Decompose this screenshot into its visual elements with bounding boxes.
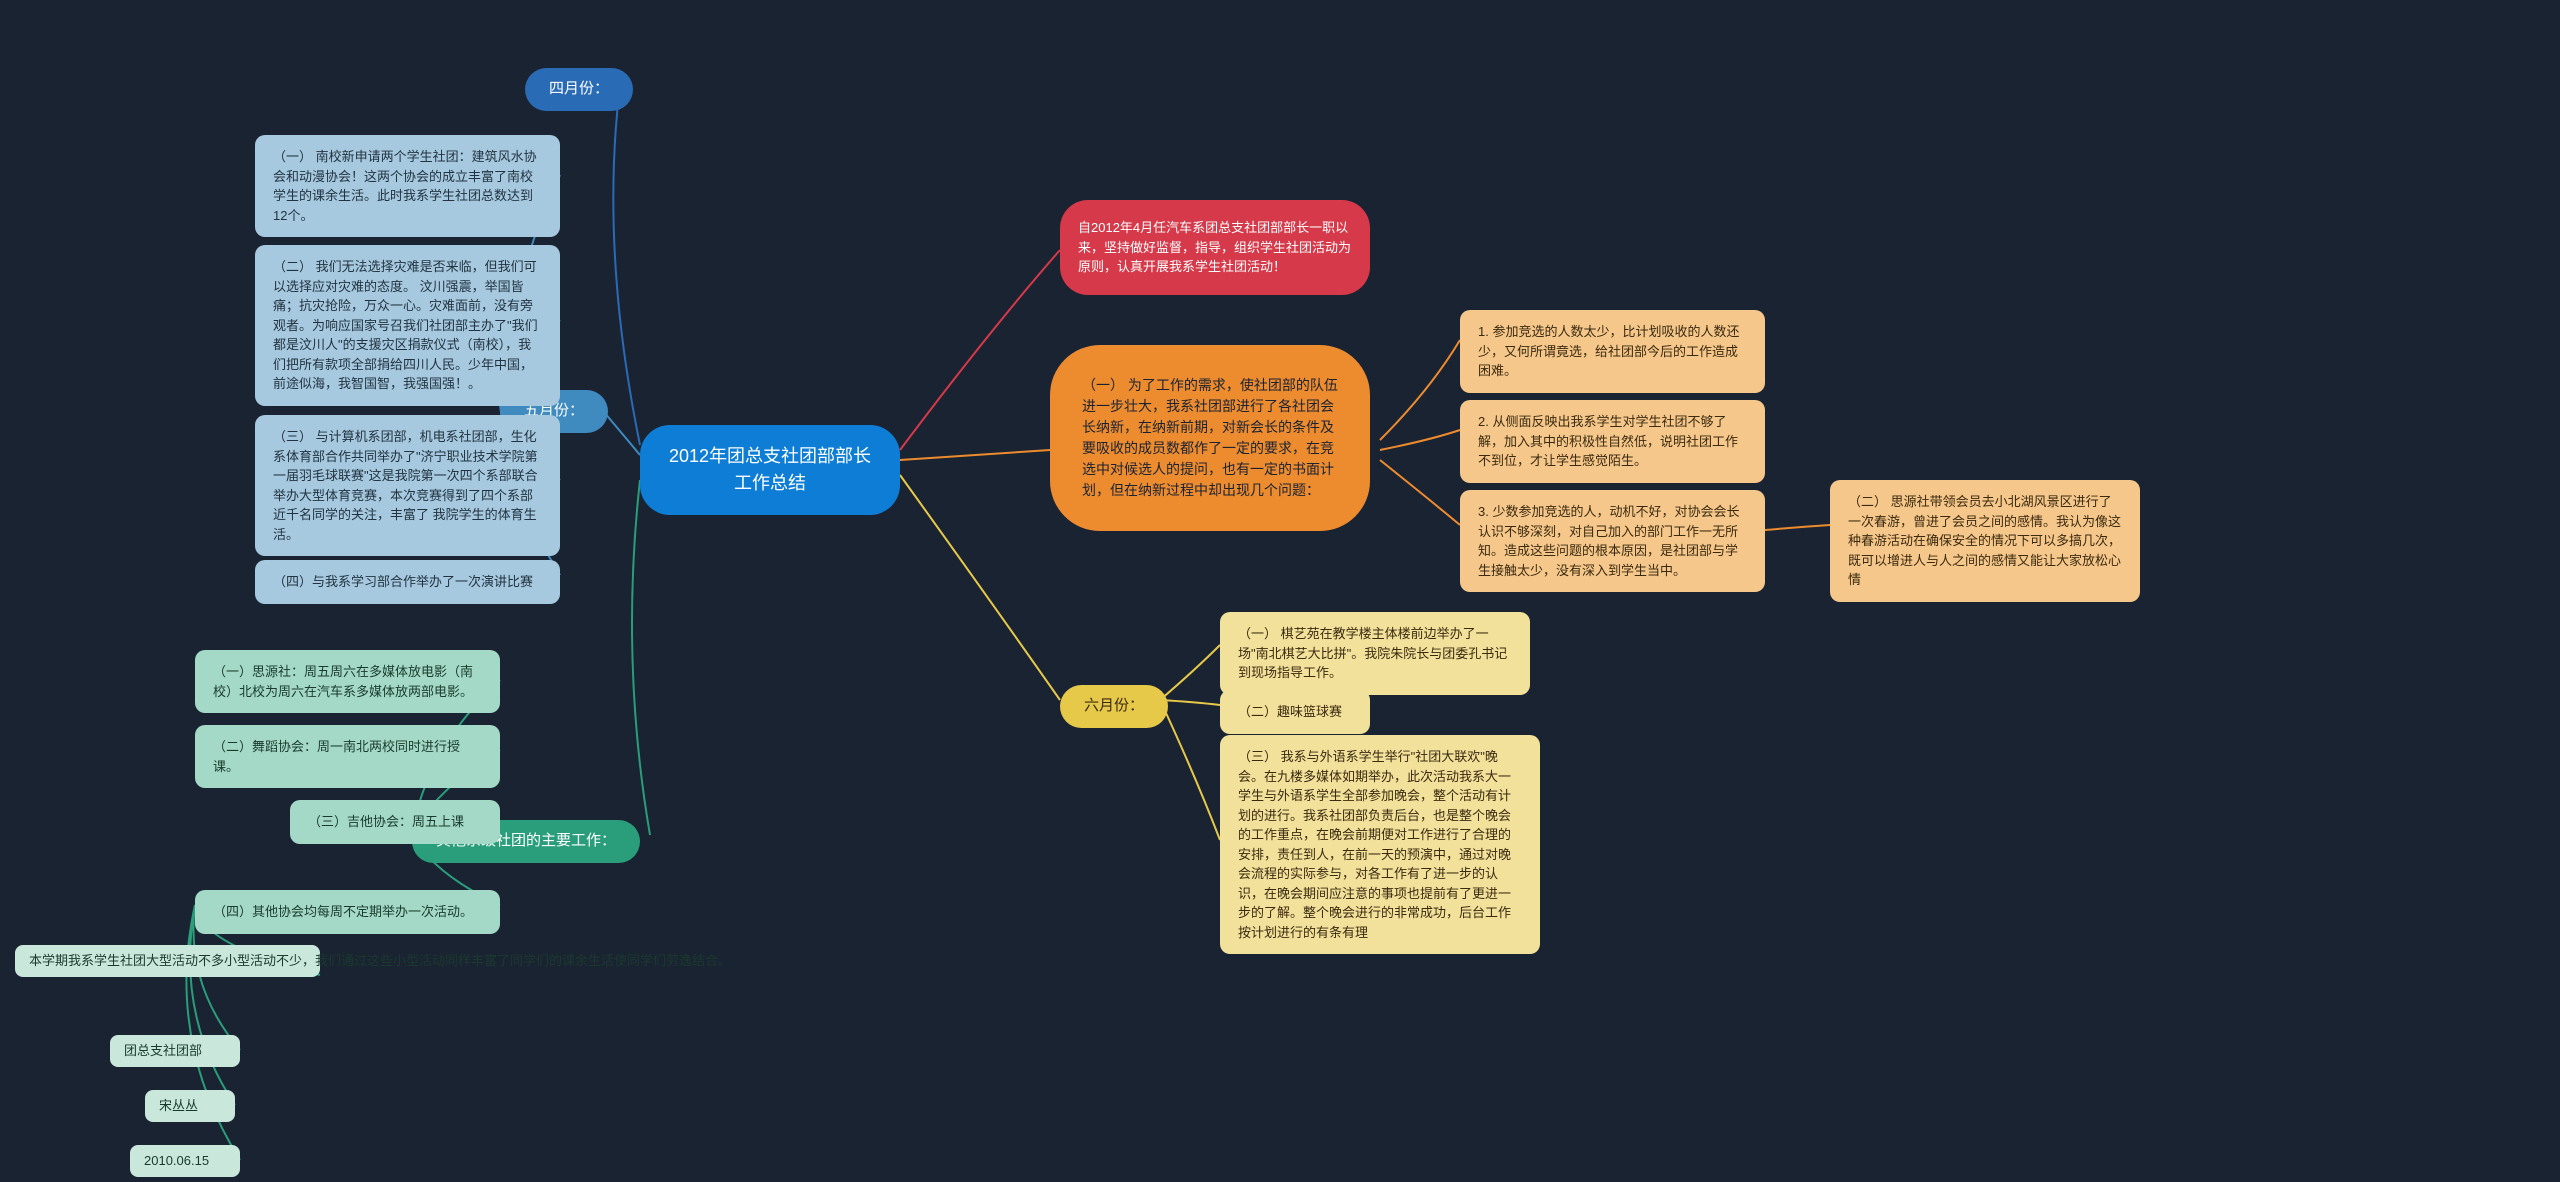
leaf-may-0: （一） 南校新申请两个学生社团：建筑风水协会和动漫协会！这两个协会的成立丰富了南… — [255, 135, 560, 237]
leaf-may-2: （三） 与计算机系团部，机电系社团部，生化系体育部合作共同举办了"济宁职业技术学… — [255, 415, 560, 556]
leaf-intro-0: 自2012年4月任汽车系团总支社团部部长一职以来，坚持做好监督，指导，组织学生社… — [1060, 200, 1370, 295]
tail-chain-other-2: 宋丛丛 — [145, 1090, 235, 1122]
leaf-other-3: （四）其他协会均每周不定期举办一次活动。 — [195, 890, 500, 934]
branch-big-section1: （一） 为了工作的需求，使社团部的队伍进一步壮大，我系社团部进行了各社团会长纳新… — [1050, 345, 1370, 531]
leaf-section1-2: 3. 少数参加竞选的人，动机不好，对协会会长认识不够深刻，对自己加入的部门工作一… — [1460, 490, 1765, 592]
leaf-june-1: （二）趣味篮球赛 — [1220, 690, 1370, 734]
leaf-other-2: （三）吉他协会：周五上课 — [290, 800, 500, 844]
tail-chain-other-0: 本学期我系学生社团大型活动不多小型活动不少，我们通过这些小型活动同样丰富了同学们… — [15, 945, 320, 977]
branch-pill-april: 四月份： — [525, 68, 633, 111]
tail-chain-other-3: 2010.06.15 — [130, 1145, 240, 1177]
leaf-june-0: （一） 棋艺苑在教学楼主体楼前边举办了一场"南北棋艺大比拼"。我院朱院长与团委孔… — [1220, 612, 1530, 695]
leaf-june-2: （三） 我系与外语系学生举行"社团大联欢"晚会。在九楼多媒体如期举办，此次活动我… — [1220, 735, 1540, 954]
leaf-may-3: （四）与我系学习部合作举办了一次演讲比赛 — [255, 560, 560, 604]
tail-section1: （二） 思源社带领会员去小北湖风景区进行了一次春游，曾进了会员之间的感情。我认为… — [1830, 480, 2140, 602]
branch-pill-june: 六月份： — [1060, 685, 1168, 728]
leaf-may-1: （二） 我们无法选择灾难是否来临，但我们可以选择应对灾难的态度。 汶川强震，举国… — [255, 245, 560, 406]
tail-chain-other-1: 团总支社团部 — [110, 1035, 240, 1067]
leaf-other-1: （二）舞蹈协会：周一南北两校同时进行授课。 — [195, 725, 500, 788]
root-node: 2012年团总支社团部部长工作总结 — [640, 425, 900, 515]
leaf-section1-0: 1. 参加竞选的人数太少，比计划吸收的人数还少，又何所谓竟选，给社团部今后的工作… — [1460, 310, 1765, 393]
leaf-other-0: （一）思源社：周五周六在多媒体放电影（南校）北校为周六在汽车系多媒体放两部电影。 — [195, 650, 500, 713]
leaf-section1-1: 2. 从侧面反映出我系学生对学生社团不够了解，加入其中的积极性自然低，说明社团工… — [1460, 400, 1765, 483]
